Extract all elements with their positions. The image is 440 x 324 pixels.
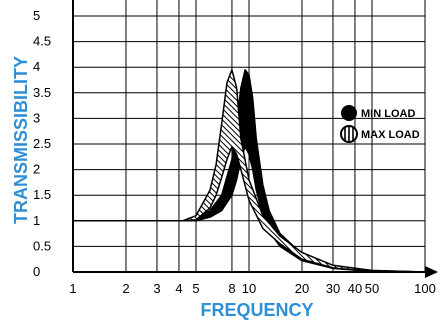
y-tick-label: 4 <box>33 59 40 74</box>
y-tick-label: 5 <box>33 8 40 23</box>
y-tick-label: 3 <box>33 110 40 125</box>
x-tick-label: 30 <box>326 281 340 296</box>
y-tick-label: 4.5 <box>33 34 51 49</box>
x-tick-label: 100 <box>414 281 436 296</box>
legend-label-max-load: MAX LOAD <box>361 129 420 141</box>
x-tick-label: 4 <box>175 281 182 296</box>
legend-item-min-load: MIN LOAD <box>341 105 415 121</box>
legend: MIN LOAD MAX LOAD <box>340 105 420 143</box>
x-tick-label: 5 <box>192 281 199 296</box>
y-tick-label: 2.5 <box>33 136 51 151</box>
y-tick-label: 2 <box>33 162 40 177</box>
x-tick-label: 20 <box>295 281 309 296</box>
x-tick-label: 2 <box>122 281 129 296</box>
x-tick-label: 10 <box>242 281 256 296</box>
x-axis-title: FREQUENCY <box>200 300 313 320</box>
legend-item-max-load: MAX LOAD <box>340 125 420 143</box>
x-tick-label: 40 <box>348 281 362 296</box>
legend-swatch-min-load <box>341 105 357 121</box>
axes <box>72 0 438 278</box>
x-tick-label: 1 <box>69 281 76 296</box>
x-axis-arrow <box>425 266 438 278</box>
y-tick-label: 1 <box>33 213 40 228</box>
legend-label-min-load: MIN LOAD <box>361 108 415 120</box>
x-tick-label: 3 <box>153 281 160 296</box>
y-tick-label: 1.5 <box>33 187 51 202</box>
x-tick-label: 8 <box>228 281 235 296</box>
y-tick-label: 3.5 <box>33 85 51 100</box>
y-axis-title: TRANSMISSIBILITY <box>11 56 31 224</box>
y-tick-label: 0.5 <box>33 238 51 253</box>
y-tick-label: 0 <box>33 264 40 279</box>
x-tick-label: 50 <box>365 281 379 296</box>
legend-swatch-max-load <box>340 125 358 143</box>
